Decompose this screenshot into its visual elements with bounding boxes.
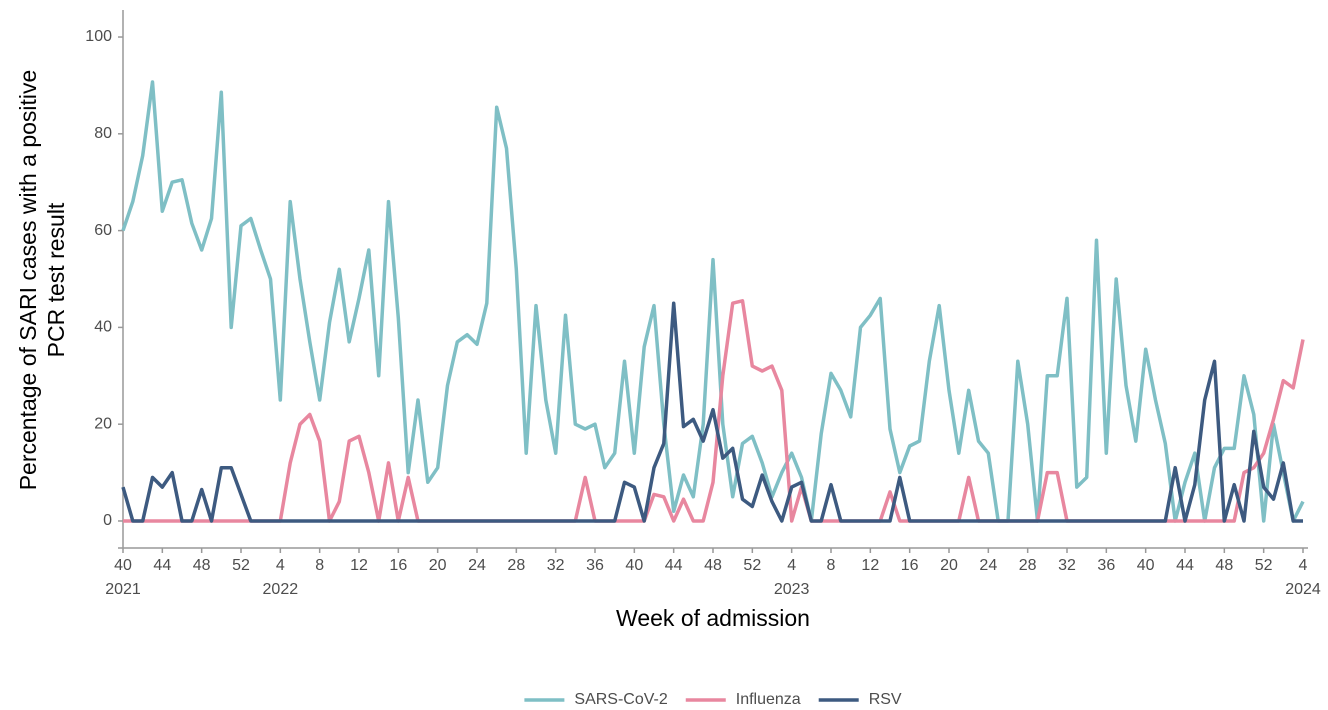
x-tick-label: 32 [547,557,565,574]
x-tick-label: 12 [350,557,368,574]
x-tick-label: 48 [1215,557,1233,574]
x-tick-label: 48 [704,557,722,574]
x-tick-label: 4 [276,557,285,574]
y-tick-label: 20 [94,415,112,432]
x-tick-label: 52 [743,557,761,574]
x-tick-label: 16 [901,557,919,574]
y-tick-label: 40 [94,319,112,336]
year-label: 2021 [105,581,141,598]
y-axis-title: Percentage of SARI cases with a positive… [15,70,69,491]
x-tick-label: 8 [827,557,836,574]
x-tick-label: 40 [114,557,132,574]
x-tick-label: 48 [193,557,211,574]
x-tick-label: 4 [787,557,796,574]
x-tick-label: 36 [586,557,604,574]
year-label: 2024 [1285,581,1321,598]
x-tick-label: 40 [1137,557,1155,574]
x-tick-label: 44 [665,557,683,574]
y-axis-title-line: Percentage of SARI cases with a positive [15,70,41,491]
y-tick-label: 0 [103,512,112,529]
year-label: 2023 [774,581,810,598]
legend-label: Influenza [736,691,801,708]
y-axis-title-line: PCR test result [43,202,69,357]
x-axis-title: Week of admission [616,605,810,631]
x-tick-label: 24 [979,557,997,574]
x-tick-label: 28 [1019,557,1037,574]
x-tick-label: 36 [1097,557,1115,574]
legend-label: RSV [869,691,902,708]
y-tick-label: 80 [94,125,112,142]
x-tick-label: 44 [1176,557,1194,574]
x-tick-label: 44 [153,557,171,574]
x-tick-label: 52 [232,557,250,574]
x-tick-label: 52 [1255,557,1273,574]
x-tick-label: 28 [507,557,525,574]
x-tick-label: 32 [1058,557,1076,574]
x-tick-label: 8 [315,557,324,574]
x-tick-label: 20 [940,557,958,574]
y-tick-label: 60 [94,222,112,239]
legend-label: SARS-CoV-2 [574,691,667,708]
x-tick-label: 12 [861,557,879,574]
y-tick-label: 100 [85,28,112,45]
x-tick-label: 24 [468,557,486,574]
x-tick-label: 40 [625,557,643,574]
x-tick-label: 16 [389,557,407,574]
x-tick-label: 20 [429,557,447,574]
year-label: 2022 [263,581,299,598]
x-tick-label: 4 [1299,557,1308,574]
series-line [121,301,1303,523]
series-line [121,80,1305,523]
